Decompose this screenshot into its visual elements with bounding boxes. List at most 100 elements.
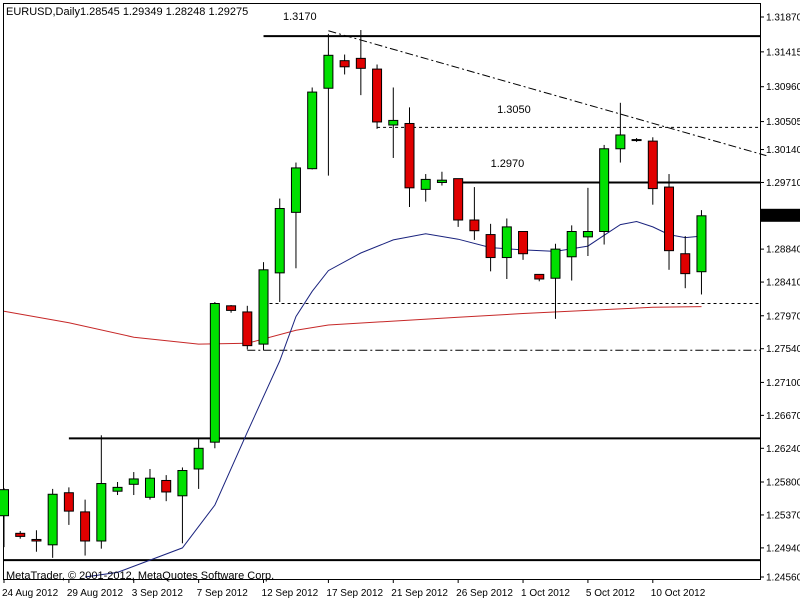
y-axis: 1.31870 1.31415 1.30960 1.30505 1.30140 1.297… bbox=[760, 13, 800, 584]
candle bbox=[112, 482, 123, 496]
candle-body-bear bbox=[485, 234, 496, 259]
candle bbox=[615, 102, 626, 163]
trendline-layer bbox=[328, 30, 767, 157]
candle-body-bull bbox=[631, 139, 642, 142]
x-tick-label: 3 Sep 2012 bbox=[132, 588, 184, 599]
candle-body-bull bbox=[96, 483, 107, 542]
candle bbox=[80, 499, 91, 556]
candle bbox=[453, 178, 464, 227]
x-tick-label: 10 Oct 2012 bbox=[651, 588, 706, 599]
candle-body-bull bbox=[550, 248, 561, 279]
x-tick-label: 29 Aug 2012 bbox=[67, 588, 124, 599]
candle-body-bull bbox=[436, 179, 447, 183]
candle bbox=[680, 236, 691, 289]
candle bbox=[96, 435, 107, 549]
candle bbox=[226, 305, 237, 313]
candle bbox=[128, 472, 139, 496]
candle-body-bear bbox=[161, 479, 172, 493]
candle-body-bull bbox=[0, 489, 9, 517]
annotations-layer: 1.3170 1.3050 1.2970 bbox=[283, 11, 531, 170]
candle-body-bear bbox=[372, 68, 383, 123]
candle-body-bull bbox=[582, 231, 593, 238]
y-tick-label: 1.31870 bbox=[766, 13, 800, 24]
candle bbox=[436, 171, 447, 186]
candle bbox=[566, 225, 577, 281]
candle-body-bull bbox=[307, 91, 318, 170]
candle bbox=[631, 138, 642, 142]
candle bbox=[469, 187, 480, 240]
y-tick-label: 1.25370 bbox=[766, 510, 800, 521]
candle bbox=[404, 107, 415, 207]
x-tick-label: 26 Sep 2012 bbox=[456, 588, 513, 599]
candle bbox=[47, 488, 58, 558]
horizontal-lines-layer bbox=[4, 35, 760, 562]
y-tick-label: 1.27970 bbox=[766, 311, 800, 322]
candle-body-bear bbox=[680, 253, 691, 275]
x-tick-label: 12 Sep 2012 bbox=[262, 588, 319, 599]
x-tick-label: 5 Oct 2012 bbox=[586, 588, 635, 599]
candle bbox=[534, 273, 545, 282]
candle bbox=[15, 531, 26, 539]
candle bbox=[485, 223, 496, 272]
moving-averages-layer bbox=[3, 220, 702, 578]
y-tick-label: 1.27540 bbox=[766, 344, 800, 355]
candle bbox=[31, 530, 42, 552]
candle-body-bull bbox=[599, 148, 610, 233]
candle-body-bull bbox=[566, 231, 577, 258]
candle-body-bear bbox=[664, 186, 675, 252]
y-tick-label: 1.31415 bbox=[766, 47, 800, 58]
candle bbox=[339, 54, 350, 75]
candle bbox=[501, 218, 512, 279]
candle-body-bull bbox=[388, 119, 399, 126]
candle-body-bull bbox=[501, 226, 512, 259]
y-tick-label: 1.30505 bbox=[766, 117, 800, 128]
x-axis: 24 Aug 2012 29 Aug 2012 3 Sep 2012 7 Sep 20… bbox=[2, 579, 706, 599]
y-tick-label: 1.29710 bbox=[766, 178, 800, 189]
candle-body-bull bbox=[696, 215, 707, 273]
candle-body-bear bbox=[15, 532, 26, 537]
candle bbox=[161, 475, 172, 502]
candle bbox=[63, 487, 74, 525]
candle bbox=[209, 301, 220, 449]
x-tick-label: 17 Sep 2012 bbox=[326, 588, 383, 599]
x-tick-label: 24 Aug 2012 bbox=[2, 588, 59, 599]
candle bbox=[307, 87, 318, 170]
candle-body-bull bbox=[193, 447, 204, 470]
candle bbox=[420, 174, 431, 202]
candle bbox=[599, 144, 610, 245]
copyright-footer: MetaTrader, © 2001-2012, MetaQuotes Soft… bbox=[6, 570, 274, 582]
candle-body-bull bbox=[274, 208, 285, 274]
candle-body-bear bbox=[80, 511, 91, 542]
y-tick-label: 1.24560 bbox=[766, 573, 800, 584]
candle-body-bull bbox=[112, 486, 123, 492]
candle-body-bear bbox=[31, 538, 42, 542]
y-tick-label: 1.26240 bbox=[766, 444, 800, 455]
candle-body-bear bbox=[242, 311, 253, 347]
candle-body-bear bbox=[63, 492, 74, 512]
y-tick-label: 1.28410 bbox=[766, 278, 800, 289]
candle-body-bear bbox=[339, 60, 350, 68]
candle bbox=[258, 262, 269, 351]
price-annotation: 1.3170 bbox=[283, 11, 317, 23]
candle-body-bull bbox=[209, 303, 220, 443]
price-annotation: 1.2970 bbox=[491, 158, 525, 170]
svg-text:1.29275: 1.29275 bbox=[764, 211, 800, 222]
y-tick-label: 1.28840 bbox=[766, 245, 800, 256]
candle-body-bull bbox=[258, 269, 269, 345]
candle bbox=[582, 187, 593, 257]
candle bbox=[518, 231, 529, 260]
candle-body-bear bbox=[518, 231, 529, 255]
candle bbox=[177, 467, 188, 544]
candle bbox=[144, 468, 155, 500]
candle-body-bear bbox=[453, 178, 464, 221]
candle-body-bear bbox=[534, 273, 545, 280]
moving-average-slow bbox=[3, 306, 702, 345]
candle-body-bull bbox=[615, 134, 626, 150]
candle-body-bull bbox=[290, 167, 301, 213]
candle bbox=[696, 210, 707, 295]
candle-body-bear bbox=[647, 140, 658, 190]
candle bbox=[0, 488, 9, 548]
x-tick-label: 7 Sep 2012 bbox=[197, 588, 249, 599]
